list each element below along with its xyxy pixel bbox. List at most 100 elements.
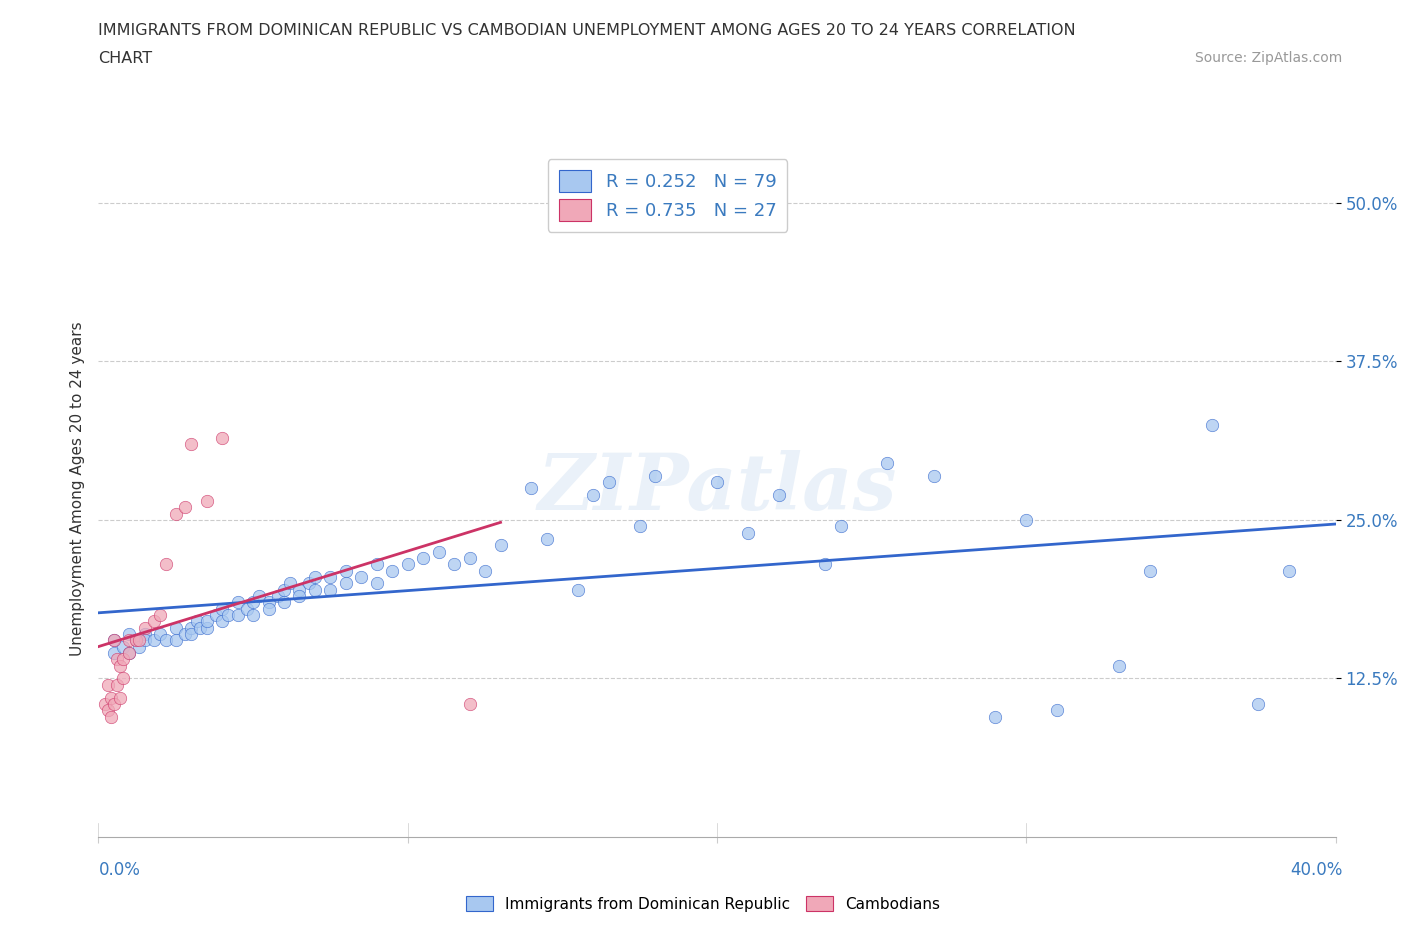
Point	[1139, 564, 1161, 578]
Text: IMMIGRANTS FROM DOMINICAN REPUBLIC VS CAMBODIAN UNEMPLOYMENT AMONG AGES 20 TO 24: IMMIGRANTS FROM DOMINICAN REPUBLIC VS CA…	[98, 23, 1076, 38]
Point	[226, 595, 249, 610]
Point	[149, 607, 172, 622]
Point	[226, 607, 249, 622]
Point	[288, 589, 311, 604]
Point	[582, 487, 605, 502]
Point	[118, 645, 141, 660]
Point	[112, 652, 135, 667]
Point	[1046, 703, 1069, 718]
Y-axis label: Unemployment Among Ages 20 to 24 years: Unemployment Among Ages 20 to 24 years	[69, 321, 84, 656]
Point	[190, 620, 212, 635]
Point	[211, 430, 233, 445]
Point	[155, 633, 177, 648]
Point	[118, 645, 141, 660]
Point	[134, 633, 156, 648]
Point	[443, 557, 465, 572]
Point	[366, 576, 388, 591]
Point	[304, 582, 326, 597]
Point	[128, 633, 150, 648]
Point	[105, 677, 128, 692]
Point	[567, 582, 589, 597]
Point	[134, 627, 156, 642]
Point	[211, 614, 233, 629]
Point	[628, 519, 651, 534]
Point	[876, 456, 898, 471]
Point	[124, 633, 146, 648]
Point	[288, 582, 311, 597]
Point	[97, 703, 120, 718]
Point	[174, 627, 197, 642]
Point	[112, 639, 135, 654]
Point	[149, 627, 172, 642]
Text: Source: ZipAtlas.com: Source: ZipAtlas.com	[1195, 51, 1343, 65]
Point	[298, 576, 321, 591]
Point	[180, 627, 202, 642]
Point	[366, 557, 388, 572]
Point	[335, 564, 357, 578]
Point	[1015, 512, 1038, 527]
Point	[644, 468, 666, 483]
Point	[155, 557, 177, 572]
Point	[474, 564, 496, 578]
Point	[257, 595, 280, 610]
Point	[143, 614, 166, 629]
Point	[335, 576, 357, 591]
Point	[247, 589, 270, 604]
Point	[100, 690, 122, 705]
Point	[211, 602, 233, 617]
Point	[489, 538, 512, 552]
Point	[103, 633, 125, 648]
Point	[520, 481, 543, 496]
Point	[458, 551, 481, 565]
Point	[737, 525, 759, 540]
Point	[242, 607, 264, 622]
Point	[236, 602, 259, 617]
Text: ZIPatlas: ZIPatlas	[537, 450, 897, 526]
Point	[112, 671, 135, 686]
Point	[598, 474, 620, 489]
Point	[257, 602, 280, 617]
Point	[396, 557, 419, 572]
Point	[93, 697, 115, 711]
Legend: Immigrants from Dominican Republic, Cambodians: Immigrants from Dominican Republic, Camb…	[460, 889, 946, 918]
Point	[97, 677, 120, 692]
Point	[830, 519, 852, 534]
Point	[922, 468, 945, 483]
Point	[205, 607, 228, 622]
Point	[128, 639, 150, 654]
Text: 40.0%: 40.0%	[1291, 860, 1343, 879]
Point	[814, 557, 837, 572]
Point	[124, 633, 146, 648]
Point	[706, 474, 728, 489]
Point	[174, 499, 197, 514]
Point	[536, 532, 558, 547]
Point	[100, 709, 122, 724]
Point	[108, 658, 131, 673]
Point	[108, 690, 131, 705]
Point	[118, 633, 141, 648]
Point	[267, 589, 290, 604]
Point	[242, 595, 264, 610]
Point	[195, 620, 218, 635]
Text: 0.0%: 0.0%	[98, 860, 141, 879]
Point	[105, 652, 128, 667]
Point	[195, 494, 218, 509]
Point	[180, 620, 202, 635]
Legend: R = 0.252   N = 79, R = 0.735   N = 27: R = 0.252 N = 79, R = 0.735 N = 27	[548, 159, 787, 232]
Point	[350, 569, 373, 584]
Point	[1247, 697, 1270, 711]
Text: CHART: CHART	[98, 51, 152, 66]
Point	[768, 487, 790, 502]
Point	[134, 620, 156, 635]
Point	[304, 569, 326, 584]
Point	[186, 614, 208, 629]
Point	[103, 633, 125, 648]
Point	[180, 436, 202, 451]
Point	[118, 627, 141, 642]
Point	[458, 697, 481, 711]
Point	[319, 569, 342, 584]
Point	[143, 633, 166, 648]
Point	[103, 645, 125, 660]
Point	[1278, 564, 1301, 578]
Point	[984, 709, 1007, 724]
